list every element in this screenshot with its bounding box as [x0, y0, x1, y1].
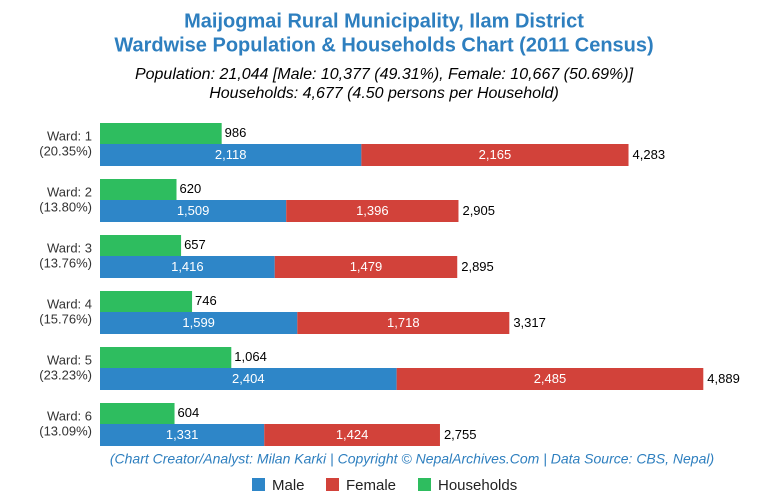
- category-label: Ward: 1: [47, 128, 92, 143]
- value-label: 2,404: [232, 371, 265, 386]
- legend-label: Female: [346, 477, 396, 493]
- value-label: 986: [225, 125, 247, 140]
- category-share: (13.09%): [39, 423, 92, 438]
- households-bar: [100, 291, 193, 312]
- chart-subtitle: Households: 4,677 (4.50 persons per Hous…: [209, 85, 559, 102]
- value-label: 1,416: [171, 259, 204, 274]
- value-label: 1,718: [387, 315, 420, 330]
- households-bar: [100, 403, 175, 424]
- value-label: 1,396: [356, 203, 389, 218]
- category-share: (20.35%): [39, 143, 92, 158]
- chart-title: Wardwise Population & Households Chart (…: [114, 34, 653, 56]
- population-bar: [100, 424, 265, 446]
- value-label: 1,509: [177, 203, 210, 218]
- category-share: (15.76%): [39, 311, 92, 326]
- households-bar: [100, 179, 177, 200]
- value-label: 657: [184, 237, 206, 252]
- value-label: 2,485: [534, 371, 567, 386]
- value-label: 604: [178, 405, 200, 420]
- households-bar: [100, 123, 222, 144]
- total-label: 4,283: [633, 147, 666, 162]
- source-note: (Chart Creator/Analyst: Milan Karki | Co…: [110, 451, 714, 467]
- category-label: Ward: 5: [47, 352, 92, 367]
- chart-subtitle: Population: 21,044 [Male: 10,377 (49.31%…: [135, 66, 634, 83]
- value-label: 1,479: [350, 259, 383, 274]
- legend-label: Households: [438, 477, 517, 493]
- population-bar: [286, 200, 459, 222]
- population-bar: [100, 312, 298, 334]
- households-bar: [100, 347, 232, 368]
- legend-label: Male: [272, 477, 305, 493]
- value-label: 2,165: [479, 147, 512, 162]
- category-share: (13.80%): [39, 199, 92, 214]
- population-bar: [274, 256, 458, 278]
- category-share: (13.76%): [39, 255, 92, 270]
- value-label: 620: [180, 181, 202, 196]
- legend-swatch: [252, 478, 265, 491]
- category-share: (23.23%): [39, 367, 92, 382]
- total-label: 2,905: [462, 203, 495, 218]
- total-label: 2,895: [461, 259, 494, 274]
- value-label: 1,331: [166, 427, 199, 442]
- value-label: 2,118: [215, 147, 247, 162]
- category-label: Ward: 3: [47, 240, 92, 255]
- value-label: 1,064: [234, 349, 267, 364]
- value-label: 746: [195, 293, 217, 308]
- category-label: Ward: 4: [47, 296, 92, 311]
- population-bar: [396, 368, 704, 390]
- population-bar: [100, 256, 275, 278]
- category-label: Ward: 6: [47, 408, 92, 423]
- households-bar: [100, 235, 182, 256]
- total-label: 3,317: [513, 315, 546, 330]
- population-bar: [297, 312, 510, 334]
- population-bar: [100, 144, 362, 166]
- value-label: 1,424: [336, 427, 369, 442]
- population-bar: [264, 424, 440, 446]
- legend-swatch: [326, 478, 339, 491]
- population-bar: [361, 144, 629, 166]
- population-bar: [100, 200, 287, 222]
- total-label: 4,889: [707, 371, 740, 386]
- chart-title: Maijogmai Rural Municipality, Ilam Distr…: [184, 10, 584, 32]
- population-bar: [100, 368, 397, 390]
- value-label: 1,599: [182, 315, 215, 330]
- legend-swatch: [418, 478, 431, 491]
- total-label: 2,755: [444, 427, 477, 442]
- category-label: Ward: 2: [47, 184, 92, 199]
